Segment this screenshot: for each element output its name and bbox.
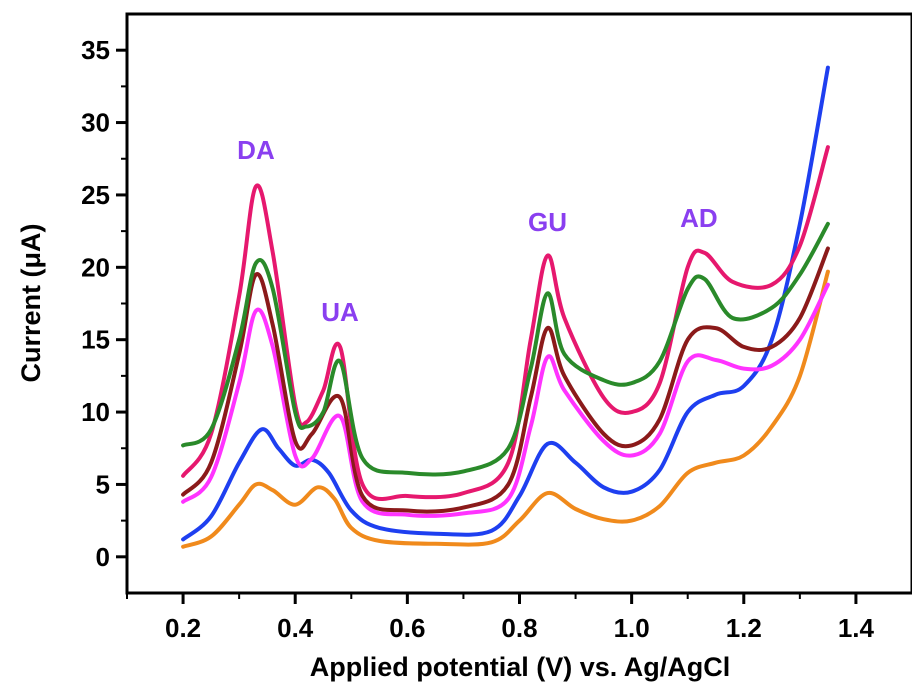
series-line-4 (181, 246, 830, 514)
peak-label: GU (528, 207, 567, 237)
series-line-3 (181, 282, 830, 518)
series-layer (181, 65, 830, 549)
peak-label: AD (680, 203, 718, 233)
x-tick-label: 0.4 (277, 613, 314, 643)
series-line-1 (181, 269, 830, 549)
y-tick-label: 25 (81, 180, 110, 210)
peak-label: DA (237, 135, 275, 165)
x-axis-ticks: 0.2 0.4 0.6 0.8 1.0 1.2 1.4 (126, 593, 875, 643)
x-tick-label: 0.2 (165, 613, 201, 643)
x-tick-label: 0.6 (389, 613, 425, 643)
x-tick-label: 1.2 (726, 613, 762, 643)
x-tick-label: 1.4 (838, 613, 875, 643)
y-tick-label: 30 (81, 108, 110, 138)
series-line-2 (181, 65, 830, 542)
y-tick-label: 10 (81, 397, 110, 427)
annotations: DA UA GU AD (237, 135, 718, 327)
series-line-5 (181, 145, 830, 502)
y-tick-label: 0 (96, 542, 110, 572)
y-tick-label: 15 (81, 325, 110, 355)
peak-label: UA (321, 297, 359, 327)
y-axis-ticks: 0 5 10 15 20 25 30 35 (81, 35, 127, 572)
x-tick-label: 0.8 (501, 613, 537, 643)
x-tick-label: 1.0 (614, 613, 650, 643)
y-tick-label: 20 (81, 252, 110, 282)
y-tick-label: 35 (81, 35, 110, 65)
series-line-6 (181, 221, 830, 477)
y-axis-title: Current (μA) (16, 223, 46, 382)
x-axis-title: Applied potential (V) vs. Ag/AgCl (310, 652, 731, 682)
y-tick-label: 5 (96, 469, 110, 499)
